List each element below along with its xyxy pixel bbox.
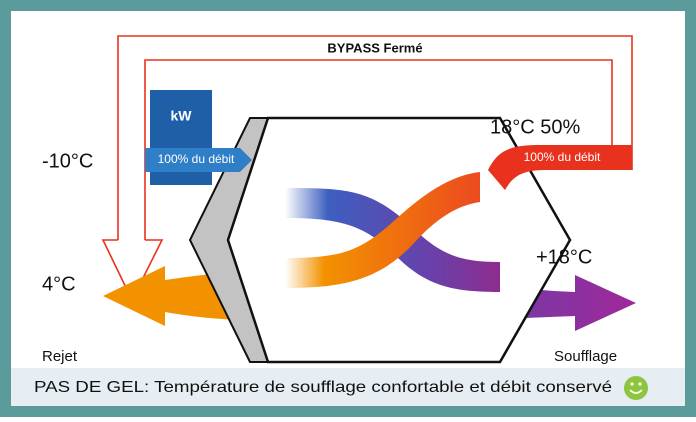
indoor-conditions: 18°C 50% [490, 116, 580, 138]
bypass-label: BYPASS Fermé [327, 40, 422, 55]
supply-flow-label: 100% du débit [524, 150, 601, 164]
smiley [624, 376, 648, 400]
caption-bar [11, 368, 685, 406]
extract-flow-label: 100% du débit [158, 152, 235, 166]
outdoor-temp: -10°C [42, 150, 93, 172]
supply-temp: +18°C [536, 246, 592, 268]
fresh-flow [285, 172, 480, 288]
heater-label: kW [171, 108, 193, 124]
bypass-line-outer [117, 35, 633, 240]
supply-label: Soufflage [554, 348, 617, 365]
outdoor-air-arrow [145, 148, 252, 172]
exhaust-label: Rejet [42, 348, 78, 365]
indoor-air-arrow [488, 145, 632, 190]
exhaust-temp: 4°C [42, 273, 76, 295]
caption: PAS DE GEL: Température de soufflage con… [34, 379, 612, 396]
